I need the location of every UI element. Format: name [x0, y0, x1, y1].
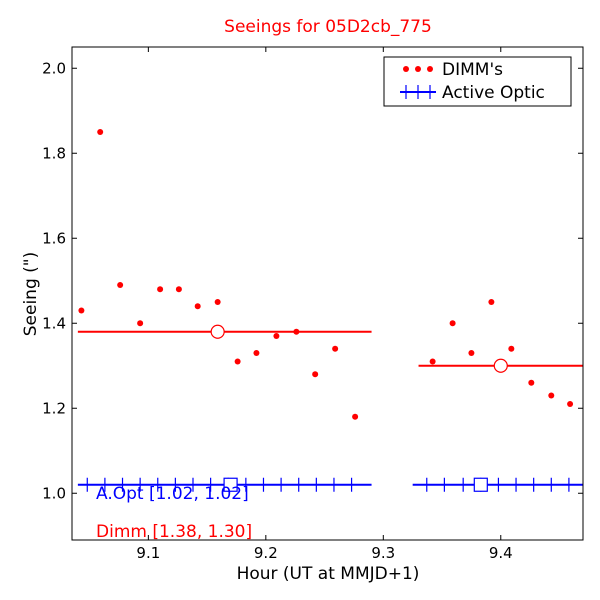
y-axis-label: Seeing ("): [21, 252, 41, 337]
dimm-point: [312, 371, 319, 378]
dimm-point: [548, 392, 555, 399]
dimm-summary-annotation: Dimm [1.38, 1.30]: [96, 522, 252, 542]
y-tick-label: 1.0: [42, 484, 66, 502]
dimm-point: [78, 307, 85, 314]
ao-mean-marker: [473, 477, 488, 492]
dimm-point: [117, 282, 124, 288]
legend-dimm-marker: [427, 66, 433, 72]
legend-ao-label: Active Optic: [442, 83, 545, 103]
dimm-point: [508, 345, 515, 352]
legend: DIMM's Active Optic: [383, 56, 572, 107]
dimm-point: [234, 358, 241, 365]
chart-title: Seeings for 05D2cb_775: [224, 17, 432, 37]
dimm-point: [468, 350, 475, 356]
dimm-point: [567, 401, 574, 407]
dimm-point: [488, 299, 495, 305]
dimm-point: [157, 286, 164, 293]
y-tick-label: 1.6: [42, 229, 66, 247]
dimm-point: [449, 320, 456, 327]
dimm-point: [352, 413, 359, 420]
x-axis-label: Hour (UT at MMJD+1): [237, 564, 420, 584]
dimm-mean-marker: [493, 358, 508, 373]
dimm-point: [429, 358, 436, 365]
x-tick-label: 9.1: [136, 544, 160, 562]
dimm-mean-marker: [210, 324, 225, 339]
x-tick-label: 9.3: [371, 544, 395, 562]
y-tick-label: 2.0: [42, 59, 66, 77]
x-tick-label: 9.4: [489, 544, 513, 562]
dimm-point: [175, 286, 182, 293]
dimm-point: [293, 328, 300, 335]
x-tick-label: 9.2: [254, 544, 278, 562]
dimm-point: [97, 129, 104, 135]
plot-area: [77, 129, 583, 492]
dimm-point: [273, 333, 280, 339]
legend-dimm-marker: [415, 66, 421, 72]
y-tick-label: 1.2: [42, 399, 66, 417]
plot-frame: [71, 46, 584, 541]
dimm-point: [253, 350, 260, 356]
axis-ticks: 9.1 9.2 9.3 9.4 1.0 1.2 1.4 1.6 1.8 2.0: [42, 47, 583, 562]
dimm-point: [194, 303, 201, 310]
legend-dimm-marker: [403, 66, 409, 72]
dimm-point: [528, 379, 535, 386]
legend-dimm-label: DIMM's: [442, 60, 503, 80]
ao-summary-annotation: A.Opt [1.02, 1.02]: [96, 484, 249, 504]
dimm-point: [214, 299, 221, 305]
legend-box: [383, 56, 572, 107]
y-tick-label: 1.4: [42, 314, 66, 332]
dimm-point: [332, 345, 339, 352]
ao-mean-marker: [223, 477, 238, 492]
y-tick-label: 1.8: [42, 144, 66, 162]
dimm-point: [137, 320, 144, 327]
